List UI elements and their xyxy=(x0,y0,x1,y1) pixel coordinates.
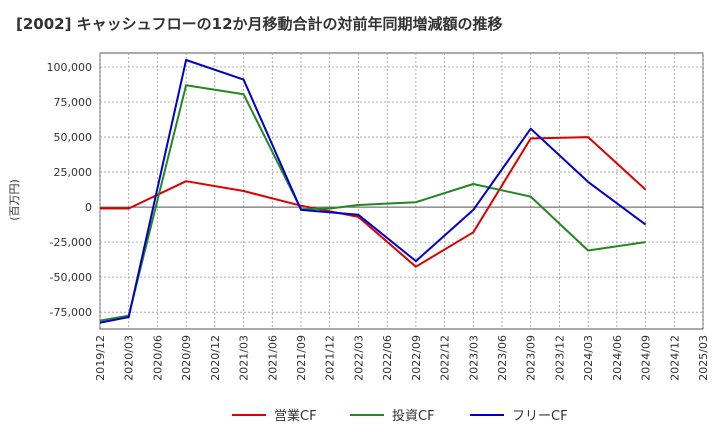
x-tick-label: 2020/09 xyxy=(180,335,193,381)
x-tick-label: 2020/06 xyxy=(151,335,164,381)
x-tick-label: 2020/03 xyxy=(123,335,136,381)
y-tick-label: -50,000 xyxy=(50,271,92,284)
x-tick-label: 2021/12 xyxy=(324,335,337,381)
chart-title: [2002] キャッシュフローの12か月移動合計の対前年同期増減額の推移 xyxy=(16,15,503,33)
x-tick-label: 2022/03 xyxy=(352,335,365,381)
y-axis-label: (百万円) xyxy=(8,179,21,221)
y-tick-label: 25,000 xyxy=(54,166,93,179)
y-tick-label: -25,000 xyxy=(50,236,92,249)
legend: 営業CF 投資CF フリーCF xyxy=(232,408,568,424)
x-tick-label: 2023/06 xyxy=(496,335,509,381)
y-tick-label: 0 xyxy=(85,201,92,214)
x-tick-label: 2023/03 xyxy=(467,335,480,381)
legend-label: 営業CF xyxy=(274,408,317,424)
x-tick-label: 2022/12 xyxy=(439,335,452,381)
y-tick-label: 50,000 xyxy=(54,131,93,144)
x-tick-label: 2024/12 xyxy=(668,335,681,381)
legend-label: フリーCF xyxy=(512,409,568,424)
y-tick-label: 75,000 xyxy=(54,96,93,109)
x-tick-label: 2019/12 xyxy=(94,335,107,381)
x-tick-label: 2022/09 xyxy=(410,335,423,381)
x-tick-label: 2023/12 xyxy=(553,335,566,381)
x-tick-label: 2023/09 xyxy=(525,335,538,381)
x-tick-label: 2022/06 xyxy=(381,335,394,381)
series-lines xyxy=(99,59,647,324)
series-line xyxy=(99,59,647,324)
x-tick-label: 2021/06 xyxy=(266,335,279,381)
x-tick-label: 2024/03 xyxy=(582,335,595,381)
grid-lines xyxy=(99,53,704,329)
y-tick-labels: -75,000 -50,000 -25,000 0 25,000 50,000 75,000… xyxy=(47,61,93,319)
x-tick-labels: 2019/12 2020/03 2020/06 2020/09 2020/12 2021/… xyxy=(94,335,710,381)
x-tick-label: 2024/06 xyxy=(611,335,624,381)
series-line xyxy=(99,84,646,322)
x-tick-label: 2021/09 xyxy=(295,335,308,381)
y-tick-label: -75,000 xyxy=(50,306,92,319)
y-tick-label: 100,000 xyxy=(47,61,93,74)
series-line xyxy=(100,136,647,268)
x-tick-label: 2025/03 xyxy=(697,335,710,381)
x-tick-label: 2020/12 xyxy=(209,335,222,381)
plot-area xyxy=(99,52,704,330)
x-tick-label: 2021/03 xyxy=(238,335,251,381)
legend-label: 投資CF xyxy=(392,408,435,424)
x-tick-label: 2024/09 xyxy=(640,335,653,381)
